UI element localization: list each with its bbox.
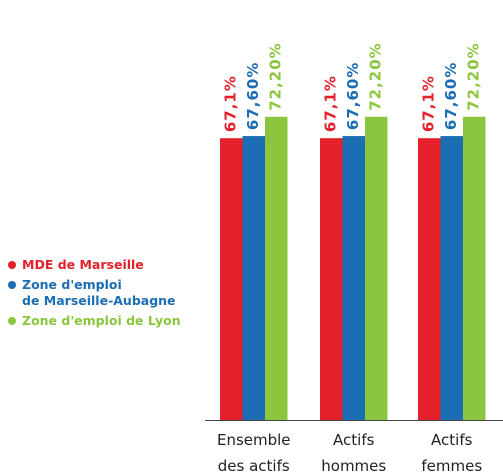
legend-marker [8, 317, 16, 325]
legend-marker [8, 281, 16, 289]
bar [365, 116, 388, 420]
value-label: 67,1% [222, 75, 240, 132]
bar [265, 116, 288, 420]
value-label: 67,60% [442, 62, 460, 130]
legend-item: Zone d'emploi de Lyon [8, 313, 181, 329]
legend-label: Zone d'emploi de Lyon [22, 313, 181, 328]
bar [220, 138, 243, 420]
value-label: 67,1% [420, 75, 438, 132]
legend-item: MDE de Marseille [8, 257, 181, 273]
value-label: 72,20% [465, 42, 483, 110]
legend-label: Zone d'emploi de Marseille-Aubagne [22, 277, 176, 308]
legend-marker [8, 261, 16, 269]
bar [342, 136, 365, 420]
bar [418, 138, 441, 420]
bar [320, 138, 343, 420]
x-tick-label: Ensemble des actifs [216, 431, 291, 474]
value-label: 67,60% [344, 62, 362, 130]
x-tick-label: Actifs femmes [421, 431, 483, 474]
legend: MDE de Marseille Zone d'emploi de Marseil… [8, 257, 181, 333]
value-label: 72,20% [267, 42, 285, 110]
legend-item: Zone d'emploi de Marseille-Aubagne [8, 277, 181, 309]
bar [242, 136, 265, 420]
bar [440, 136, 463, 420]
value-label: 67,60% [244, 62, 262, 130]
bar [463, 116, 486, 420]
legend-label: MDE de Marseille [22, 257, 144, 272]
x-tick-label: Actifs hommes [321, 431, 387, 474]
value-label: 67,1% [322, 75, 340, 132]
value-label: 72,20% [367, 42, 385, 110]
